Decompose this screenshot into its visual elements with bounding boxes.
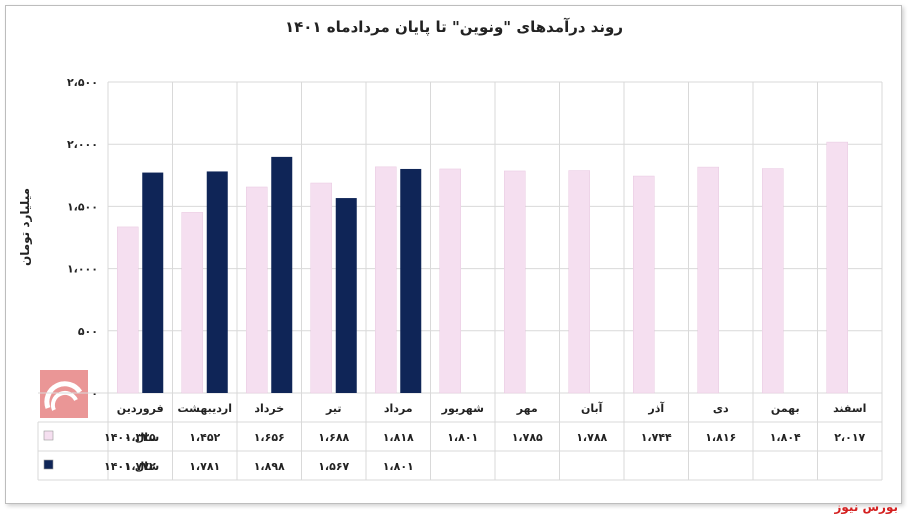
bar-1400	[762, 168, 784, 394]
category-label: آبان	[581, 401, 603, 415]
y-tick-label: ۵۰۰	[78, 325, 98, 338]
bar-1400	[568, 170, 590, 394]
table-cell: ۱،۶۸۸	[318, 431, 349, 444]
category-label: اسفند	[833, 402, 866, 415]
bar-1400	[246, 186, 268, 394]
category-label: خرداد	[254, 402, 284, 415]
bar-1400	[181, 212, 203, 394]
y-tick-label: ۲،۰۰۰	[67, 138, 98, 151]
bar-1401	[335, 198, 357, 393]
table-cell: ۱،۸۹۸	[254, 460, 285, 473]
table-cell: ۱،۸۰۱	[447, 431, 478, 444]
category-label: بهمن	[771, 402, 800, 415]
table-cell: ۱،۷۸۵	[512, 431, 543, 444]
source-label: بورس نیوز	[834, 500, 898, 514]
category-label: شهریور	[441, 402, 484, 415]
bar-1401	[206, 171, 228, 393]
category-label: تیر	[325, 402, 341, 415]
bar-1401	[142, 172, 164, 393]
logo-watermark	[40, 370, 88, 418]
table-cell: ۲،۰۱۷	[834, 431, 865, 444]
table-cell: ۱،۷۸۱	[189, 460, 220, 473]
category-label: اردیبهشت	[178, 402, 232, 415]
category-label: آذر	[647, 401, 664, 415]
bar-1401	[400, 168, 422, 393]
table-cell: ۱،۷۷۲	[125, 460, 156, 473]
bar-1400	[633, 175, 655, 394]
y-tick-label: ۱،۵۰۰	[67, 200, 98, 213]
table-cell: ۱،۶۵۶	[254, 431, 285, 444]
bar-1400	[375, 166, 397, 394]
category-label: مهر	[516, 402, 538, 415]
category-label: فروردین	[117, 402, 164, 415]
y-tick-label: ۲،۵۰۰	[67, 76, 98, 89]
bar-1400	[439, 168, 461, 394]
legend-label: سال ۱۴۰۰	[104, 431, 159, 444]
bar-1400	[826, 141, 848, 394]
table-cell: ۱،۳۳۵	[125, 431, 156, 444]
bar-1400	[504, 170, 526, 394]
y-tick-label: ۱،۰۰۰	[67, 263, 98, 276]
table-cell: ۱،۸۱۸	[383, 431, 414, 444]
legend-swatch	[43, 430, 54, 441]
table-cell: ۱،۵۶۷	[318, 460, 349, 473]
table-cell: ۱،۷۸۸	[576, 431, 607, 444]
legend-label: سال ۱۴۰۱	[104, 460, 159, 473]
table-cell: ۱،۸۱۶	[705, 431, 736, 444]
bar-1400	[310, 182, 332, 394]
table-cell: ۱،۴۵۲	[189, 431, 220, 444]
table-cell: ۱،۷۴۴	[641, 431, 672, 444]
table-cell: ۱،۸۰۱	[383, 460, 414, 473]
category-label: مرداد	[384, 402, 413, 415]
category-label: دی	[713, 402, 729, 415]
table-cell: ۱،۸۰۴	[770, 431, 801, 444]
bar-1401	[271, 156, 293, 393]
chart-title: روند درآمدهای "ونوین" تا پایان مردادماه …	[284, 18, 624, 36]
bar-1400	[117, 226, 139, 394]
bar-1400	[697, 166, 719, 394]
legend-swatch	[43, 459, 54, 470]
